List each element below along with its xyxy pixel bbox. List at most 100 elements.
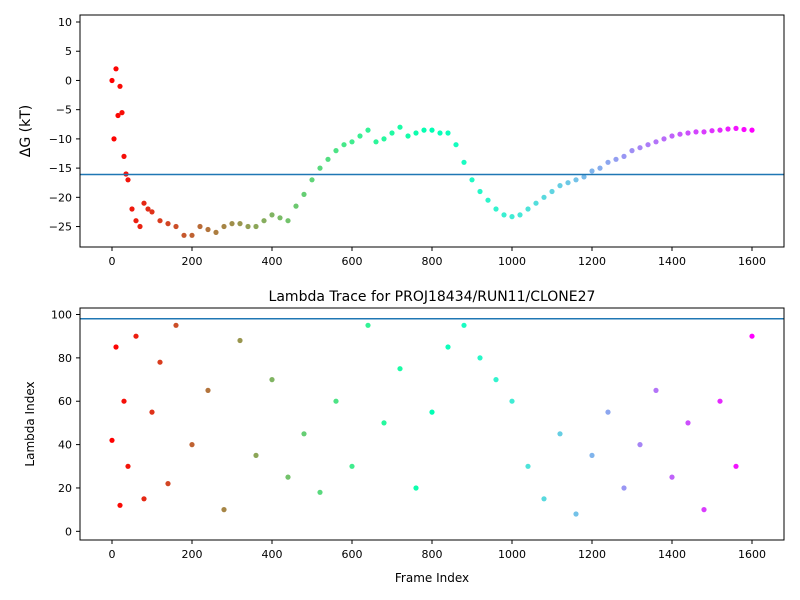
lambda-point — [113, 344, 119, 350]
delta-g-point — [113, 66, 119, 72]
y-tick-label: −10 — [49, 133, 72, 146]
lambda-point — [733, 463, 739, 469]
delta-g-point — [117, 83, 123, 89]
delta-g-point — [509, 214, 515, 220]
delta-g-point — [493, 206, 499, 212]
y-tick-label: 80 — [58, 352, 72, 365]
x-tick-label: 1400 — [658, 255, 686, 268]
x-tick-label: 600 — [342, 548, 363, 561]
delta-g-point — [119, 110, 125, 116]
y-tick-label: −25 — [49, 221, 72, 234]
lambda-point — [525, 463, 531, 469]
lambda-y-axis-label: Lambda Index — [23, 381, 37, 466]
x-tick-label: 1200 — [578, 255, 606, 268]
x-tick-label: 600 — [342, 255, 363, 268]
delta-g-point — [141, 200, 147, 206]
lambda-point — [701, 507, 707, 513]
delta-g-point — [397, 124, 403, 130]
delta-g-point — [437, 130, 443, 136]
lambda-point — [149, 409, 155, 415]
delta-g-point — [413, 130, 419, 136]
y-tick-label: −20 — [49, 191, 72, 204]
delta-g-point — [253, 223, 259, 230]
delta-g-point — [685, 130, 691, 136]
lambda-point — [349, 463, 355, 469]
delta-g-point — [485, 197, 491, 203]
delta-g-point — [111, 136, 117, 142]
lambda-point — [253, 452, 259, 458]
y-tick-label: 0 — [65, 525, 72, 538]
lambda-point — [365, 322, 371, 328]
delta-g-point — [733, 125, 739, 131]
y-tick-label: 100 — [51, 309, 72, 322]
delta-g-point — [293, 203, 299, 209]
delta-g-point — [589, 168, 595, 174]
delta-g-point — [653, 139, 659, 145]
x-tick-label: 400 — [262, 255, 283, 268]
x-tick-label: 400 — [262, 548, 283, 561]
delta-g-panel: 0 200 400 600 800 1000 1200 1400 1600 10 5 0 −5 −10 −… — [18, 14, 785, 268]
delta-g-point — [565, 180, 571, 186]
lambda-point — [381, 420, 387, 426]
delta-g-point — [349, 139, 355, 145]
x-tick-label: 1000 — [498, 255, 526, 268]
delta-g-point — [121, 153, 127, 159]
delta-g-point — [525, 206, 531, 212]
lambda-x-axis-label: Frame Index — [395, 571, 469, 585]
lambda-point — [509, 398, 515, 404]
lambda-point — [333, 398, 339, 404]
delta-g-point — [213, 229, 219, 235]
lambda-point — [397, 366, 403, 372]
delta-g-point — [621, 153, 627, 159]
lambda-point — [493, 377, 499, 383]
delta-g-point — [269, 212, 275, 218]
y-tick-label: 40 — [58, 439, 72, 452]
lambda-point — [541, 496, 547, 502]
delta-g-point — [381, 136, 387, 142]
delta-g-point — [557, 183, 563, 189]
x-tick-label: 200 — [182, 255, 203, 268]
delta-g-y-ticks: 10 5 0 −5 −10 −15 −20 −25 — [49, 16, 80, 234]
lambda-point — [429, 409, 435, 415]
lambda-panel: Lambda Trace for PROJ18434/RUN11/CLONE27… — [23, 289, 785, 585]
delta-g-point — [453, 142, 459, 148]
lambda-point — [205, 387, 211, 393]
delta-g-point — [205, 226, 211, 233]
lambda-point — [621, 485, 627, 491]
lambda-point — [157, 359, 163, 365]
lambda-point — [653, 387, 659, 393]
y-tick-label: −15 — [49, 162, 72, 175]
lambda-point — [109, 437, 115, 443]
delta-g-point — [661, 136, 667, 142]
lambda-point — [589, 452, 595, 458]
delta-g-point — [597, 165, 603, 171]
delta-g-point — [645, 142, 651, 148]
lambda-chart-title: Lambda Trace for PROJ18434/RUN11/CLONE27 — [269, 289, 596, 305]
x-tick-label: 1600 — [738, 548, 766, 561]
delta-g-point — [285, 218, 291, 224]
delta-g-point — [421, 127, 427, 133]
delta-g-point — [629, 148, 635, 154]
delta-g-point — [741, 126, 747, 133]
y-tick-label: 10 — [58, 16, 72, 29]
delta-g-point — [693, 129, 699, 135]
lambda-point — [637, 442, 643, 448]
delta-g-point — [357, 133, 363, 139]
lambda-point — [173, 322, 179, 328]
x-tick-label: 0 — [109, 255, 116, 268]
x-tick-label: 800 — [422, 255, 443, 268]
delta-g-point — [197, 223, 203, 230]
delta-g-point — [133, 218, 139, 224]
delta-g-point — [301, 191, 307, 197]
delta-g-point — [221, 223, 227, 230]
lambda-point — [413, 485, 419, 491]
delta-g-point — [469, 177, 475, 183]
delta-g-point — [709, 128, 715, 134]
lambda-y-ticks: 0 20 40 60 80 100 — [51, 309, 80, 538]
x-tick-label: 0 — [109, 548, 116, 561]
delta-g-point — [341, 142, 347, 148]
x-tick-label: 1000 — [498, 548, 526, 561]
delta-g-point — [405, 133, 411, 139]
lambda-point — [477, 355, 483, 361]
